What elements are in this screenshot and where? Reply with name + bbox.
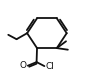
Text: O: O [20, 61, 27, 70]
Text: Cl: Cl [45, 62, 54, 71]
